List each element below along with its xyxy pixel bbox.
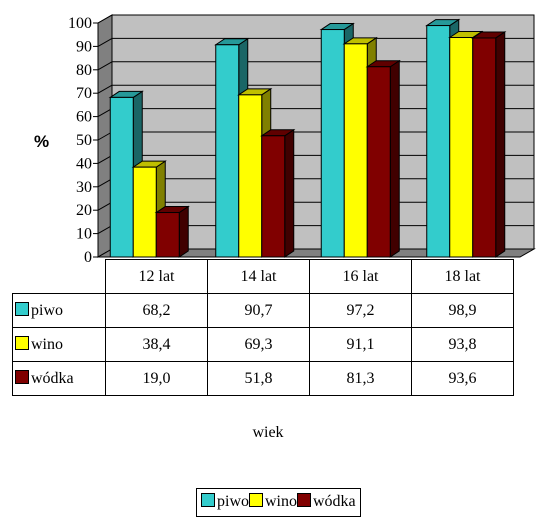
gridline-side [97,84,113,94]
x-axis-label: wiek [252,424,284,441]
gridline-side [97,131,113,141]
legend-swatch [249,493,263,507]
series-name: wino [31,335,63,353]
gridline-side [97,201,113,211]
y-tick-label: 10 [76,226,92,243]
category-label: 14 lat [207,259,310,294]
bar-front [215,44,240,258]
gridline-side [97,154,113,164]
bar-front [238,94,263,258]
y-tick-label: 90 [76,38,92,55]
legend-swatch [297,493,311,507]
y-tick-label: 50 [76,132,92,149]
legend-label: wódka [313,493,356,510]
bar [260,128,296,258]
bar [365,59,401,258]
bar-front [261,135,286,258]
gridline-side [97,225,113,235]
y-tick-label: 40 [76,155,92,172]
y-tick-label: 70 [76,85,92,102]
data-label: 38,4 [105,327,208,362]
gridline-side [97,61,113,71]
bar-side [389,59,400,258]
series-swatch [15,301,29,316]
y-tick-label: 30 [76,179,92,196]
bar-front [132,166,157,258]
bar-front [449,37,474,258]
legend-label: piwo [217,493,249,510]
bar-front [155,212,180,258]
gridline-side [97,178,113,188]
table-header-row: 12 lat 14 lat 16 lat 18 lat [12,259,514,294]
bar-side [284,128,295,258]
data-label: 51,8 [207,361,310,396]
bar-front [366,66,391,258]
series-swatch [15,369,29,384]
table-row: piwo 68,2 90,7 97,2 98,9 [12,293,514,328]
legend-item: wino [249,491,297,513]
series-swatch [15,335,29,350]
series-label: piwo [12,293,106,328]
table-row: wino 38,4 69,3 91,1 93,8 [12,327,514,362]
bar [154,205,190,258]
series-name: piwo [31,301,63,319]
category-label: 16 lat [309,259,412,294]
data-label: 68,2 [105,293,208,328]
bar-front [320,29,345,258]
data-label: 90,7 [207,293,310,328]
gridline-side [97,14,113,24]
data-label: 69,3 [207,327,310,362]
bar-front [472,37,497,258]
y-tick-label: 100 [68,15,92,32]
data-label: 19,0 [105,361,208,396]
bar-front [109,96,134,258]
gridline-side [97,108,113,118]
legend-item: piwo [201,491,249,513]
series-name: wódka [31,369,74,387]
legend-label: wino [265,493,297,510]
data-label: 91,1 [309,327,412,362]
category-label: 18 lat [411,259,514,294]
data-label: 98,9 [411,293,514,328]
bar-front [343,43,368,258]
bar-side [495,31,506,258]
data-label: 93,8 [411,327,514,362]
table-row: wódka 19,0 51,8 81,3 93,6 [12,361,514,396]
bar [471,31,507,258]
y-axis-label: % [34,132,50,151]
table-corner [12,259,106,294]
y-tick-label: 80 [76,62,92,79]
legend-item: wódka [297,491,356,513]
bar-side [178,205,189,258]
data-label: 93,6 [411,361,514,396]
y-tick-label: 60 [76,109,92,126]
legend: piwo wino wódka [196,488,361,517]
data-label: 97,2 [309,293,412,328]
data-table: 12 lat 14 lat 16 lat 18 lat piwo 68,2 90,7 97,2… [12,259,514,396]
bar-front [426,25,451,258]
gridline-side [97,37,113,47]
series-label: wino [12,327,106,362]
y-tick-label: 0 [84,249,92,266]
legend-swatch [201,493,215,507]
category-label: 12 lat [105,259,208,294]
data-label: 81,3 [309,361,412,396]
y-tick-label: 20 [76,202,92,219]
series-label: wódka [12,361,106,396]
